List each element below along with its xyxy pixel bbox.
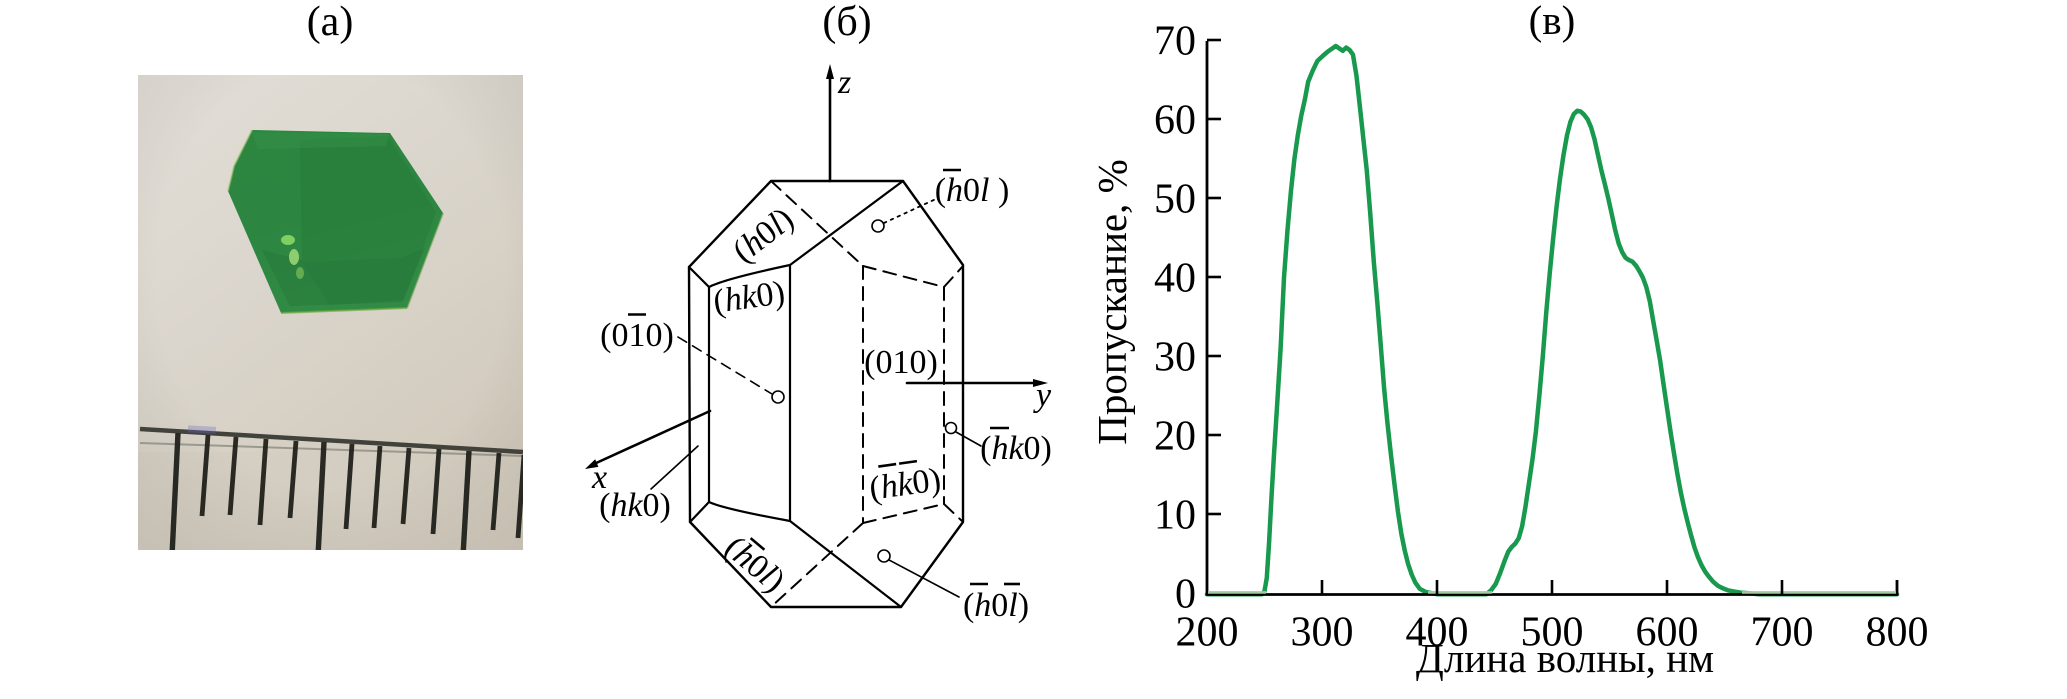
svg-text:(h0l): (h0l)	[963, 587, 1029, 624]
svg-text:800: 800	[1866, 610, 1929, 656]
svg-text:(в): (в)	[1529, 0, 1576, 43]
svg-text:z: z	[837, 64, 851, 101]
svg-text:(а): (а)	[307, 0, 354, 45]
svg-text:x: x	[591, 459, 607, 496]
svg-text:600: 600	[1636, 610, 1699, 656]
svg-text:(010): (010)	[600, 317, 674, 354]
svg-text:700: 700	[1751, 610, 1814, 656]
svg-text:300: 300	[1291, 610, 1354, 656]
svg-text:10: 10	[1154, 493, 1196, 539]
svg-text:50: 50	[1154, 177, 1196, 223]
svg-text:30: 30	[1154, 335, 1196, 381]
svg-text:(h0l ): (h0l )	[935, 172, 1010, 209]
svg-text:400: 400	[1406, 610, 1469, 656]
svg-text:500: 500	[1521, 610, 1584, 656]
svg-text:20: 20	[1154, 414, 1196, 460]
svg-text:Пропускание, %: Пропускание, %	[1089, 159, 1135, 444]
svg-text:(hk0): (hk0)	[599, 487, 671, 524]
svg-text:(hk0): (hk0)	[980, 430, 1052, 467]
svg-text:Длина волны, нм: Длина волны, нм	[1416, 635, 1714, 681]
svg-text:70: 70	[1154, 19, 1196, 65]
svg-text:0: 0	[1175, 572, 1196, 618]
svg-text:(010): (010)	[864, 344, 938, 381]
svg-text:60: 60	[1154, 98, 1196, 144]
svg-text:40: 40	[1154, 256, 1196, 302]
svg-text:(hk0): (hk0)	[867, 461, 943, 508]
svg-text:(hk0): (hk0)	[711, 274, 787, 321]
svg-text:y: y	[1033, 377, 1052, 414]
svg-text:200: 200	[1176, 610, 1239, 656]
svg-text:(б): (б)	[822, 0, 871, 45]
